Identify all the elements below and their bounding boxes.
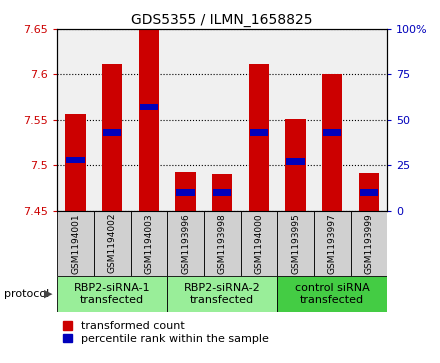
Bar: [103, 129, 121, 136]
Text: GSM1193999: GSM1193999: [364, 213, 374, 274]
Bar: [57, 276, 167, 312]
Bar: [131, 211, 167, 276]
Bar: [102, 64, 122, 211]
Bar: [176, 172, 196, 211]
Bar: [57, 211, 94, 276]
Bar: [277, 211, 314, 276]
Text: GSM1193998: GSM1193998: [218, 213, 227, 274]
Bar: [176, 189, 194, 196]
Bar: [360, 189, 378, 196]
Bar: [323, 129, 341, 136]
Bar: [277, 276, 387, 312]
Bar: [167, 211, 204, 276]
Bar: [359, 173, 379, 211]
Text: control siRNA
transfected: control siRNA transfected: [295, 283, 370, 305]
Legend: transformed count, percentile rank within the sample: transformed count, percentile rank withi…: [63, 321, 268, 344]
Bar: [94, 211, 131, 276]
Text: GSM1194000: GSM1194000: [254, 213, 264, 274]
Text: protocol: protocol: [4, 289, 50, 299]
Bar: [241, 211, 277, 276]
Bar: [213, 189, 231, 196]
Bar: [286, 158, 304, 165]
Bar: [167, 276, 277, 312]
Bar: [351, 211, 387, 276]
Text: GSM1194003: GSM1194003: [144, 213, 154, 274]
Bar: [66, 114, 86, 211]
Text: RBP2-siRNA-2
transfected: RBP2-siRNA-2 transfected: [184, 283, 260, 305]
Bar: [140, 104, 158, 110]
Text: ▶: ▶: [44, 289, 52, 299]
Bar: [66, 156, 84, 163]
Text: GSM1194002: GSM1194002: [108, 213, 117, 273]
Title: GDS5355 / ILMN_1658825: GDS5355 / ILMN_1658825: [132, 13, 313, 26]
Bar: [212, 174, 232, 211]
Text: GSM1193997: GSM1193997: [328, 213, 337, 274]
Bar: [249, 64, 269, 211]
Bar: [286, 119, 306, 211]
Text: GSM1193996: GSM1193996: [181, 213, 190, 274]
Bar: [204, 211, 241, 276]
Text: RBP2-siRNA-1
transfected: RBP2-siRNA-1 transfected: [74, 283, 150, 305]
Text: GSM1193995: GSM1193995: [291, 213, 300, 274]
Bar: [139, 28, 159, 211]
Text: GSM1194001: GSM1194001: [71, 213, 80, 274]
Bar: [250, 129, 268, 136]
Bar: [322, 73, 342, 211]
Bar: [314, 211, 351, 276]
